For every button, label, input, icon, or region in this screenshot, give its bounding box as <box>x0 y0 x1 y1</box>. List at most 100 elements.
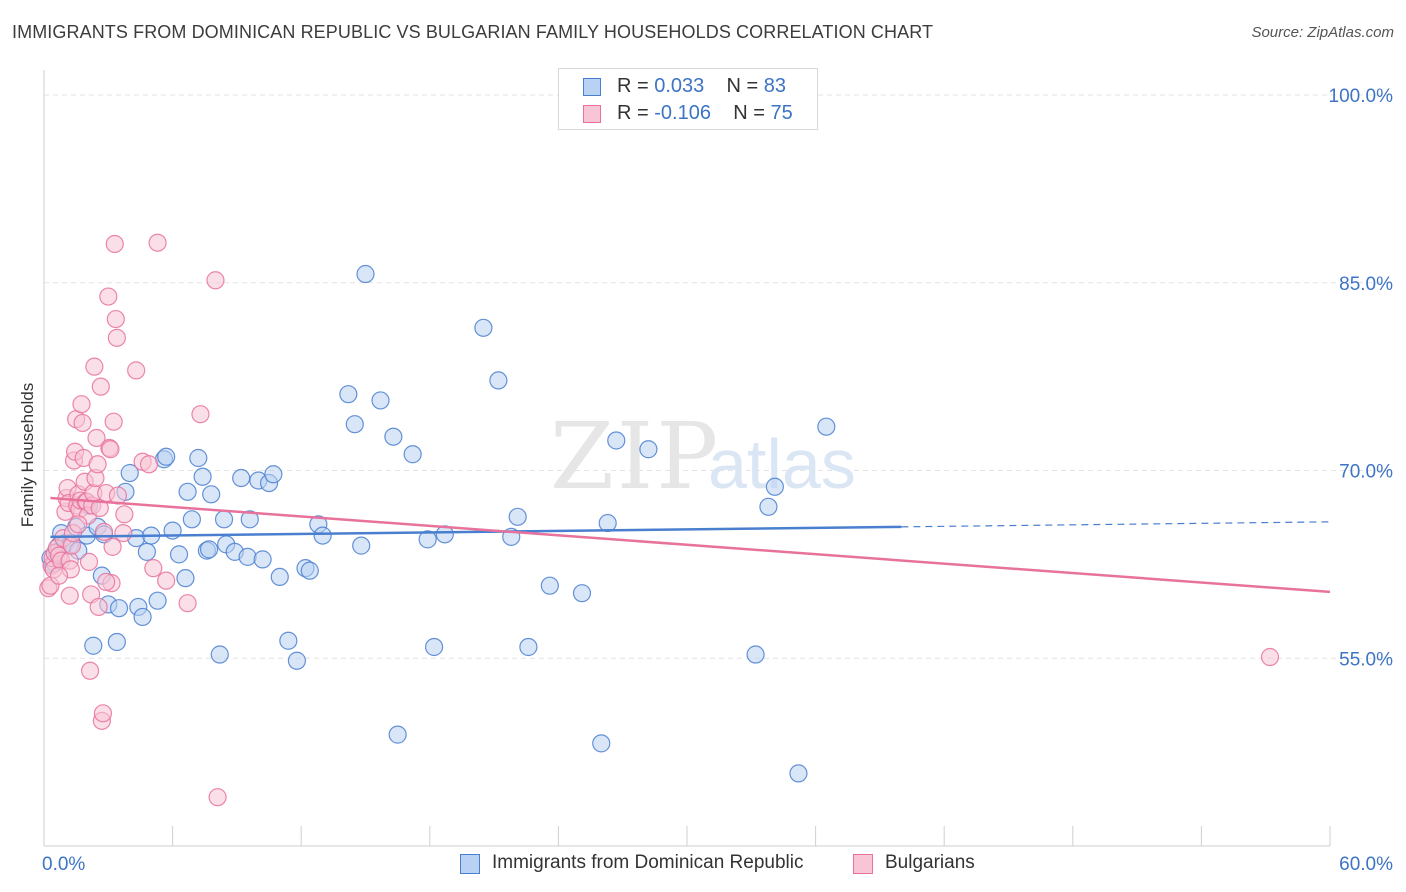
point-dominican <box>592 734 611 753</box>
point-dominican <box>388 725 407 744</box>
y-axis-label: Family Households <box>18 382 37 528</box>
point-dominican <box>238 547 257 566</box>
point-bulgarian <box>103 537 122 556</box>
point-dominican <box>157 447 176 466</box>
point-dominican <box>109 599 129 618</box>
n-value: 83 <box>763 75 787 97</box>
point-bulgarian <box>178 594 197 613</box>
point-dominican <box>489 371 508 390</box>
point-dominican <box>137 542 156 561</box>
point-dominican <box>264 465 283 484</box>
point-bulgarian <box>94 522 114 541</box>
point-bulgarian <box>88 455 107 474</box>
point-bulgarian <box>115 505 134 524</box>
n-value: 75 <box>770 102 793 124</box>
chart-source: Source: ZipAtlas.com <box>1251 24 1394 41</box>
x-tick-label-max: 60.0% <box>1339 854 1393 875</box>
point-dominican <box>789 764 808 783</box>
point-bulgarian <box>79 552 99 571</box>
y-tick-labels: 55.0% 70.0% 85.0% 100.0% <box>1329 86 1394 670</box>
point-dominican <box>202 485 221 504</box>
point-dominican <box>253 550 272 569</box>
point-dominican <box>474 318 493 337</box>
stats-legend: R = 0.033 N = 83 R = -0.106 N = 75 <box>558 68 818 130</box>
point-bulgarian <box>60 586 79 605</box>
point-bulgarian <box>90 498 109 518</box>
point-dominican <box>519 637 538 657</box>
point-dominican <box>214 510 234 529</box>
series-dominican-points <box>41 264 836 783</box>
point-bulgarian <box>80 661 100 680</box>
point-dominican <box>270 567 289 587</box>
trend-line-dominican <box>50 525 902 539</box>
trend-lines <box>50 496 1331 594</box>
y-tick-label: 55.0% <box>1339 649 1393 670</box>
legend-swatch-pink <box>583 105 601 123</box>
point-dominican <box>384 427 403 446</box>
point-dominican <box>424 637 444 657</box>
point-bulgarian <box>105 234 124 254</box>
point-dominican <box>508 507 527 526</box>
point-dominican <box>210 645 229 664</box>
point-dominican <box>240 510 259 529</box>
stats-text: R = 0.033 N = 83 <box>617 75 786 98</box>
r-label: R = <box>617 75 655 97</box>
legend-swatch-pink <box>853 854 873 874</box>
point-bulgarian <box>106 309 125 329</box>
r-label: R = <box>617 102 655 124</box>
point-bulgarian <box>127 361 146 380</box>
point-dominican <box>598 513 617 533</box>
x-tick-label-min: 0.0% <box>42 854 85 875</box>
grid-lines <box>44 94 1393 659</box>
point-dominican <box>133 607 152 627</box>
point-bulgarian <box>87 428 106 448</box>
point-bulgarian <box>72 395 91 414</box>
point-dominican <box>418 530 437 549</box>
point-bulgarian <box>49 566 69 585</box>
series-bulgarian-points <box>39 233 1280 807</box>
point-dominican <box>148 591 167 610</box>
point-dominican <box>287 651 307 670</box>
legend-label: Immigrants from Dominican Republic <box>492 852 804 873</box>
point-dominican <box>345 415 364 434</box>
legend-swatch-blue <box>583 78 601 96</box>
point-bulgarian <box>157 571 176 590</box>
point-dominican <box>176 569 195 588</box>
point-dominican <box>746 645 765 664</box>
trend-line-dominican-extension <box>901 521 1331 528</box>
point-dominican <box>169 545 189 564</box>
point-dominican <box>300 561 319 580</box>
point-dominican <box>371 391 390 410</box>
trend-line-bulgarian <box>50 496 1331 594</box>
stats-text: R = -0.106 N = 75 <box>617 102 793 125</box>
point-dominican <box>607 431 626 450</box>
n-label: N = <box>726 75 764 97</box>
point-bulgarian <box>85 357 104 376</box>
point-bulgarian <box>101 440 120 459</box>
point-dominican <box>356 264 375 284</box>
point-bulgarian <box>97 572 116 592</box>
point-bulgarian <box>99 287 118 306</box>
point-dominican <box>339 385 358 404</box>
point-bulgarian <box>208 788 227 807</box>
y-tick-label: 100.0% <box>1329 86 1394 107</box>
point-dominican <box>572 584 592 603</box>
point-dominican <box>352 536 371 555</box>
point-bulgarian <box>107 328 126 347</box>
point-dominican <box>403 445 422 464</box>
y-tick-label: 70.0% <box>1339 462 1393 483</box>
point-bulgarian <box>69 515 88 534</box>
series-legend: Immigrants from Dominican Republic Bulga… <box>0 852 1406 878</box>
watermark: ZIP atlas <box>550 403 856 510</box>
r-value: 0.033 <box>654 75 705 97</box>
point-bulgarian <box>144 559 163 578</box>
point-dominican <box>279 631 298 650</box>
legend-label: Bulgarians <box>885 852 975 873</box>
point-dominican <box>313 526 332 545</box>
legend-swatch-blue <box>460 854 480 874</box>
watermark-zip: ZIP <box>550 403 721 510</box>
point-dominican <box>84 636 103 655</box>
point-dominican <box>639 440 658 459</box>
point-dominican <box>182 510 201 529</box>
